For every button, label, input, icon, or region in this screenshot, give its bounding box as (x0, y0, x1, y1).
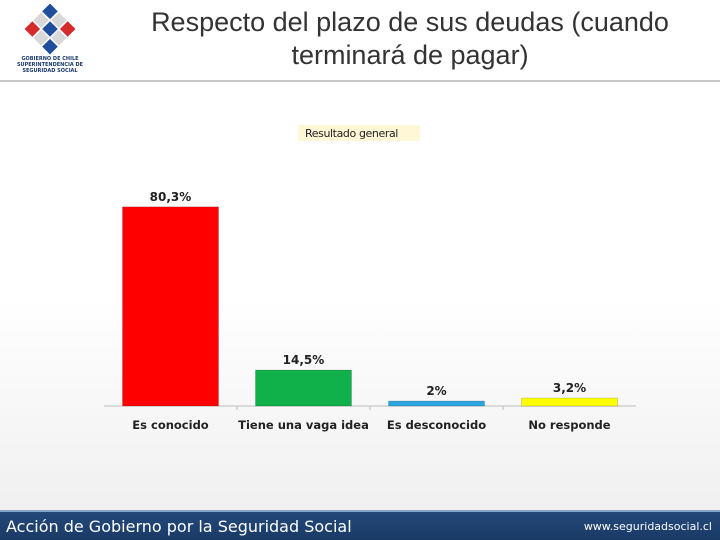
bar (255, 369, 352, 407)
footer-bar: Acción de Gobierno por la Seguridad Soci… (0, 510, 720, 540)
bar (521, 397, 618, 407)
category-label: No responde (528, 418, 610, 432)
bar (388, 400, 485, 407)
header-divider (0, 80, 720, 82)
data-label: 3,2% (553, 381, 586, 395)
chart-title: Resultado general (298, 125, 420, 141)
category-label: Tiene una vaga idea (238, 418, 369, 432)
government-logo: GOBIERNO DE CHILE SUPERINTENDENCIA DE SE… (12, 3, 88, 78)
bar-chart: 80,3% Es conocido 14,5% Tiene una vaga idea… (104, 190, 636, 432)
logo-line: SEGURIDAD SOCIAL (22, 68, 78, 74)
logo-emblem-icon (24, 3, 76, 55)
footer-slogan: Acción de Gobierno por la Seguridad Soci… (6, 517, 352, 536)
title-line-1: Respecto del plazo de sus deudas (cuando (151, 7, 669, 37)
title-line-2: terminará de pagar) (291, 40, 529, 70)
footer-website: www.seguridadsocial.cl (583, 520, 712, 533)
slide-title: Respecto del plazo de sus deudas (cuando… (110, 6, 710, 72)
data-label: 80,3% (150, 190, 192, 204)
logo-line: SUPERINTENDENCIA DE (16, 62, 84, 68)
slide-header: GOBIERNO DE CHILE SUPERINTENDENCIA DE SE… (0, 0, 720, 80)
bar (122, 206, 219, 407)
category-label: Es conocido (132, 418, 209, 432)
data-label: 14,5% (283, 353, 325, 367)
logo-text: GOBIERNO DE CHILE SUPERINTENDENCIA DE SE… (12, 56, 88, 74)
data-label: 2% (426, 384, 446, 398)
category-label: Es desconocido (387, 418, 486, 432)
logo-line: GOBIERNO DE CHILE (21, 56, 79, 62)
